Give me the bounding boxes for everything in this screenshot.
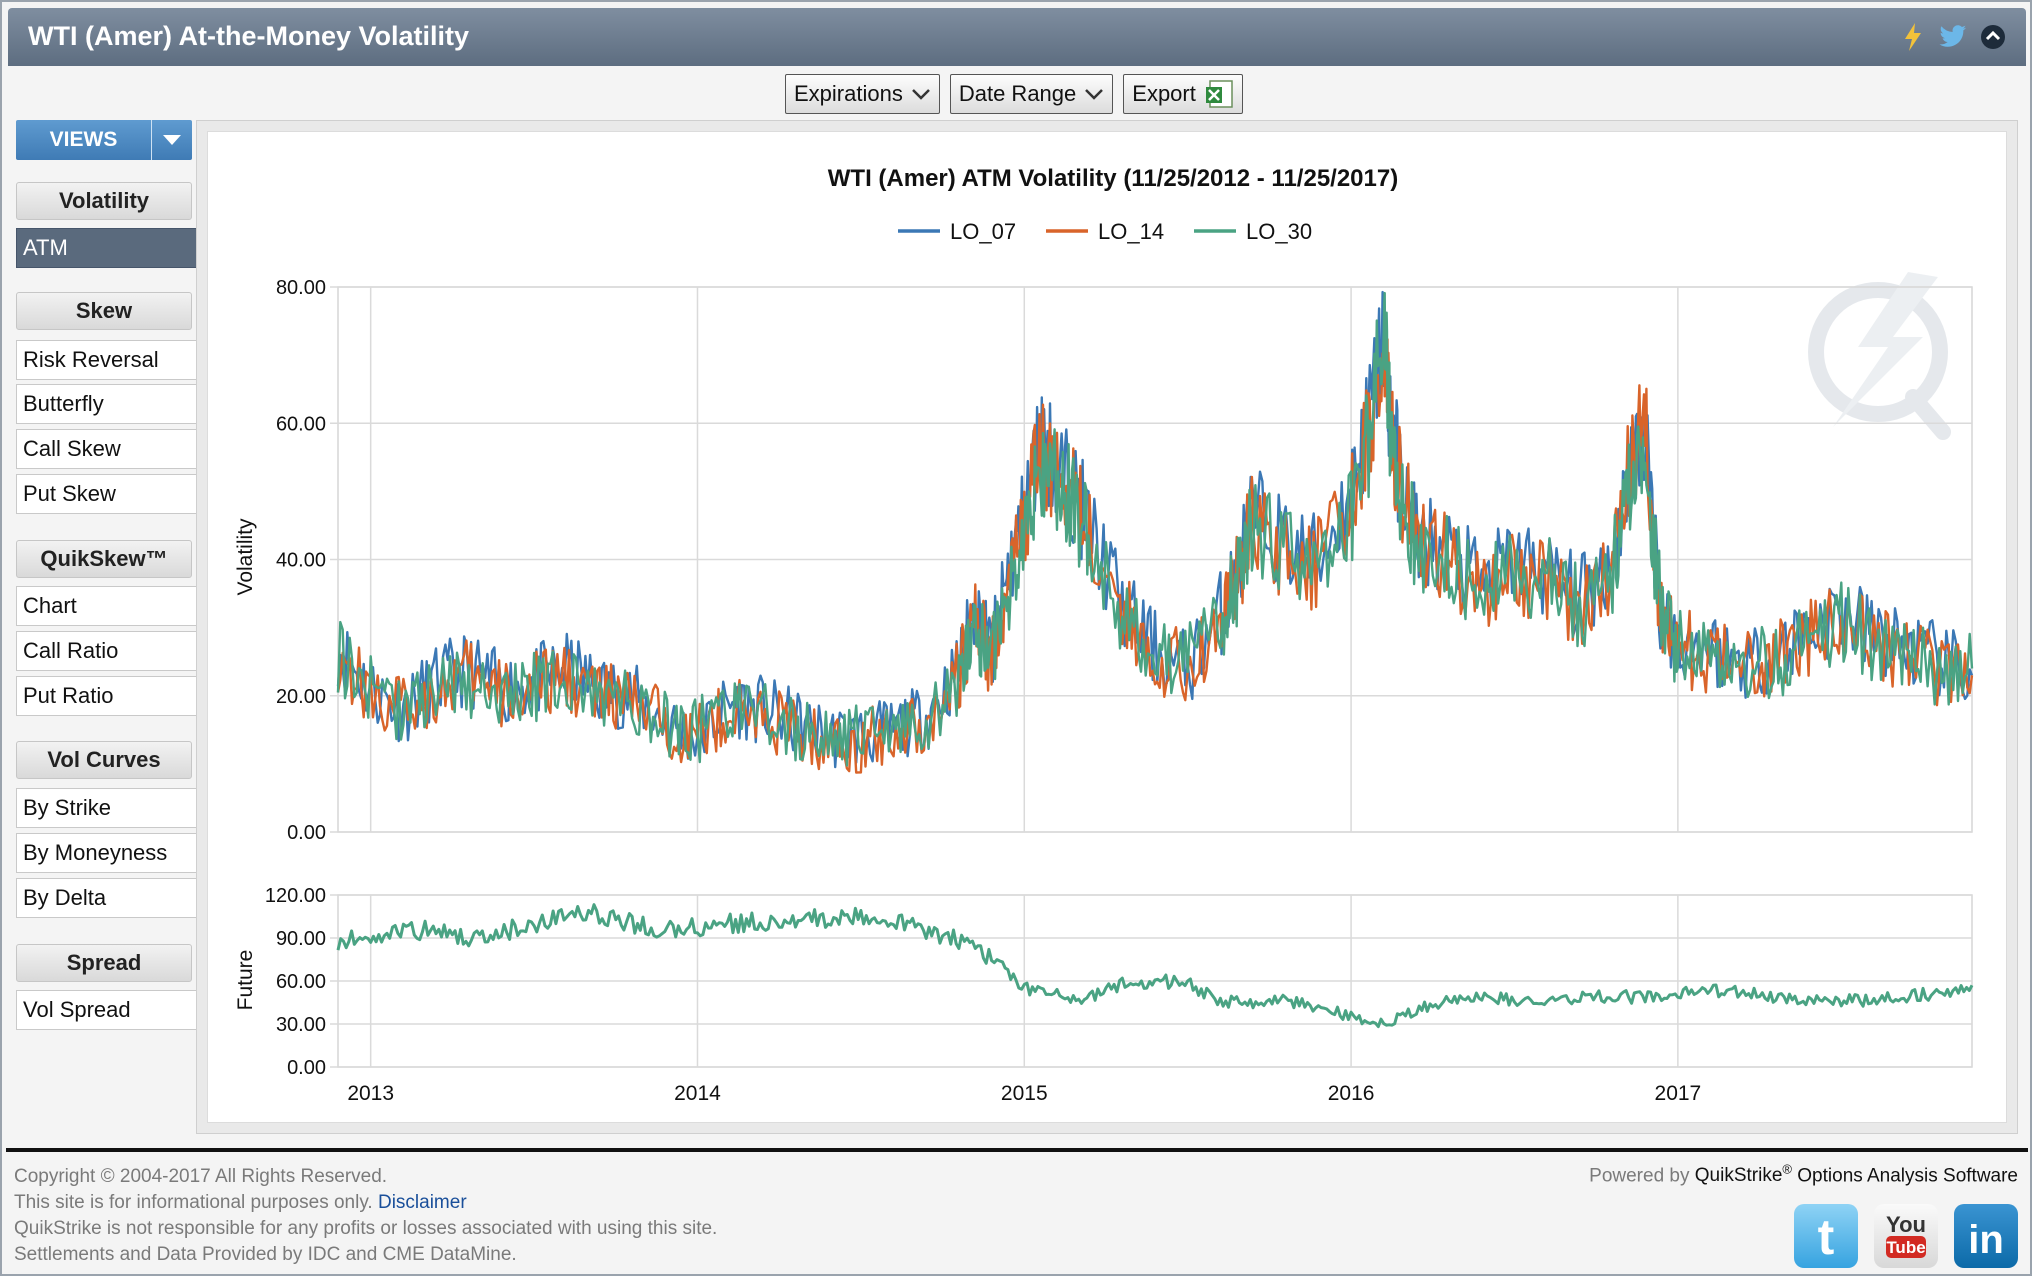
svg-text:You: You [1886,1212,1926,1237]
responsibility-text: QuikStrike is not responsible for any pr… [14,1218,718,1239]
footer-legal: Copyright © 2004-2017 All Rights Reserve… [14,1164,717,1268]
twitter-icon[interactable]: t [1794,1204,1858,1268]
powered-prefix: Powered by [1589,1165,1690,1187]
future-y-tick-label: 90.00 [276,928,326,950]
main-y-tick-label: 60.00 [276,413,326,435]
group-volatility: Volatility [16,182,192,220]
main-y-tick-label: 0.00 [287,822,326,844]
future-y-axis-label: Future [234,950,257,1011]
x-tick-label-2016: 2016 [1328,1082,1375,1105]
chevron-down-icon [911,89,930,100]
settlements-text: Settlements and Data Provided by IDC and… [14,1244,517,1265]
powered-suffix: Options Analysis Software [1797,1165,2018,1187]
export-label: Export [1132,81,1196,106]
future-y-tick-label: 60.00 [276,971,326,993]
future-y-tick-label: 0.00 [287,1057,326,1079]
main-chart-series [336,290,1974,774]
sidebar-item-atm[interactable]: ATM [16,228,198,268]
x-tick-label-2017: 2017 [1655,1082,1702,1105]
main-y-axis-label: Volatility [234,518,257,596]
chart-title: WTI (Amer) ATM Volatility (11/25/2012 - … [828,165,1398,192]
lightning-icon[interactable] [1898,22,1928,52]
future-y-tick-label: 30.00 [276,1014,326,1036]
date-range-label: Date Range [958,81,1077,106]
views-dropdown[interactable] [152,120,192,160]
sidebar-item-by-strike[interactable]: By Strike [16,788,198,828]
window-title: WTI (Amer) At-the-Money Volatility [28,21,469,51]
future-y-tick-label: 120.00 [265,885,326,907]
x-tick-label-2013: 2013 [347,1082,394,1105]
series-line-lo-30 [336,291,1974,767]
copyright-text: Copyright © 2004-2017 All Rights Reserve… [14,1166,388,1187]
sidebar-item-butterfly[interactable]: Butterfly [16,384,198,424]
linkedin-icon[interactable]: in [1954,1204,2018,1268]
future-chart-series [336,903,1974,1029]
social-links: t You Tube in [1794,1204,2018,1268]
main-y-tick-label: 80.00 [276,277,326,299]
svg-text:Tube: Tube [1886,1238,1925,1257]
group-spread: Spread [16,944,192,982]
title-bar-icons [1898,22,2008,52]
title-bar: WTI (Amer) At-the-Money Volatility [8,8,2026,66]
x-axis: 2013 2014 2015 2016 2017 [347,1082,1701,1105]
sidebar-item-call-skew[interactable]: Call Skew [16,429,198,469]
sidebar-item-call-ratio[interactable]: Call Ratio [16,631,198,671]
group-vol-curves: Vol Curves [16,741,192,779]
twitter-icon[interactable] [1938,22,1968,52]
brand-text: QuikStrike [1694,1165,1783,1187]
legend-label-lo-30: LO_30 [1246,219,1312,244]
x-tick-label-2014: 2014 [674,1082,721,1105]
future-chart-grid: 0.00 30.00 60.00 90.00 120.00 [265,885,1973,1079]
sidebar-item-put-skew[interactable]: Put Skew [16,474,198,514]
footer: Copyright © 2004-2017 All Rights Reserve… [6,1148,2028,1274]
views-label: VIEWS [16,120,152,160]
expirations-dropdown[interactable]: Expirations [785,74,940,114]
powered-by: Powered by QuikStrike® Options Analysis … [1589,1162,2018,1187]
quikstrike-watermark-icon [1808,272,1951,440]
sidebar-item-vol-spread[interactable]: Vol Spread [16,990,198,1030]
chart-panel: WTI (Amer) ATM Volatility (11/25/2012 - … [196,120,2018,1134]
sidebar-item-by-moneyness[interactable]: By Moneyness [16,833,198,873]
legend-label-lo-14: LO_14 [1098,219,1164,244]
main-chart-grid: 0.00 20.00 40.00 60.00 80.00 [276,277,1973,844]
disclaimer-link[interactable]: Disclaimer [377,1192,467,1213]
chart-svg: WTI (Amer) ATM Volatility (11/25/2012 - … [234,165,1974,1105]
chart-legend: LO_07 LO_14 LO_30 [898,219,1312,244]
brand-name: QuikStrike® [1694,1162,1792,1187]
export-button[interactable]: Export [1123,74,1243,114]
sidebar-item-chart[interactable]: Chart [16,586,198,626]
info-text: This site is for informational purposes … [14,1192,373,1213]
toolbar: Expirations Date Range Export [785,74,1243,114]
youtube-icon[interactable]: You Tube [1874,1204,1938,1268]
group-skew: Skew [16,292,192,330]
caret-down-icon [163,135,181,145]
sidebar-item-risk-reversal[interactable]: Risk Reversal [16,340,198,380]
expirations-label: Expirations [794,81,903,106]
date-range-dropdown[interactable]: Date Range [949,74,1114,114]
svg-text:t: t [1818,1212,1835,1260]
future-series-line [336,903,1974,1029]
svg-text:in: in [1968,1218,2004,1261]
sidebar-item-by-delta[interactable]: By Delta [16,878,198,918]
main-y-tick-label: 40.00 [276,550,326,572]
views-button[interactable]: VIEWS [16,120,192,160]
registered-mark: ® [1782,1162,1792,1177]
x-tick-label-2015: 2015 [1001,1082,1048,1105]
main-y-tick-label: 20.00 [276,686,326,708]
chart-area: WTI (Amer) ATM Volatility (11/25/2012 - … [207,131,2007,1123]
info-line: This site is for informational purposes … [14,1190,717,1216]
sidebar-item-put-ratio[interactable]: Put Ratio [16,676,198,716]
legend-label-lo-07: LO_07 [950,219,1016,244]
chevron-down-icon [1085,89,1104,100]
group-quikskew: QuikSkew™ [16,540,192,578]
collapse-icon[interactable] [1978,22,2008,52]
excel-icon [1205,80,1233,108]
